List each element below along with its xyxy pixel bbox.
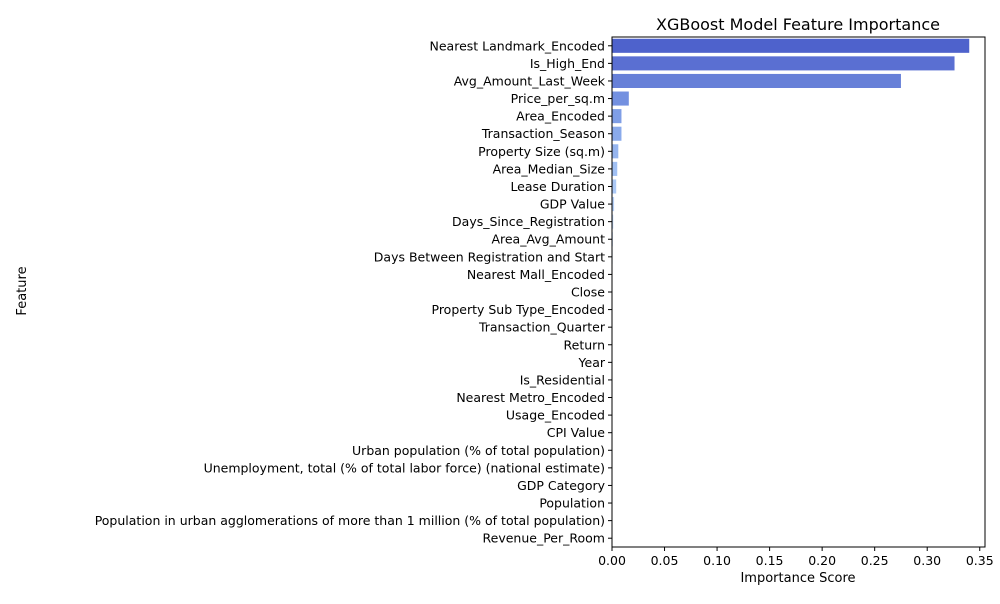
x-tick-label: 0.25: [861, 553, 889, 568]
bar: [612, 56, 955, 70]
y-tick-label: Days_Since_Registration: [452, 214, 605, 229]
y-tick-layer: Nearest Landmark_Encoded Is_High_End Avg_A…: [95, 38, 612, 545]
y-tick-label: Return: [564, 337, 605, 352]
y-tick-label: Unemployment, total (% of total labor fo…: [204, 460, 605, 475]
bars-layer: [612, 39, 969, 545]
y-tick-label: Population: [539, 496, 605, 511]
axes-spines: [612, 37, 985, 547]
bar: [612, 127, 621, 141]
x-tick-label: 0.00: [598, 553, 626, 568]
y-tick-label: Property Sub Type_Encoded: [432, 302, 606, 317]
y-tick-label: Days Between Registration and Start: [374, 249, 605, 264]
chart-title: XGBoost Model Feature Importance: [656, 15, 940, 34]
y-tick-label: Usage_Encoded: [506, 408, 605, 423]
y-tick-label: Area_Avg_Amount: [491, 232, 605, 247]
bar: [612, 109, 621, 123]
x-tick-label: 0.05: [651, 553, 679, 568]
bar: [612, 144, 618, 158]
y-tick-label: Is_Residential: [520, 372, 605, 387]
y-tick-label: Avg_Amount_Last_Week: [454, 73, 606, 88]
x-axis-label: Importance Score: [740, 571, 855, 586]
y-tick-label: Area_Encoded: [516, 109, 605, 124]
x-tick-layer: 0.00 0.05 0.10 0.15 0.20 0.25 0.30 0.35: [598, 547, 994, 568]
bar: [612, 74, 901, 88]
y-tick-label: Lease Duration: [510, 179, 605, 194]
y-tick-label: Is_High_End: [530, 56, 605, 71]
y-tick-label: Year: [578, 355, 606, 370]
y-tick-label: Population in urban agglomerations of mo…: [95, 513, 605, 528]
y-tick-label: CPI Value: [547, 425, 606, 440]
y-tick-label: Nearest Metro_Encoded: [456, 390, 605, 405]
y-axis-label: Feature: [15, 266, 30, 315]
x-tick-label: 0.10: [703, 553, 731, 568]
y-tick-label: Transaction_Quarter: [478, 320, 606, 335]
y-tick-label: Close: [571, 285, 605, 300]
x-tick-label: 0.35: [966, 553, 994, 568]
y-tick-label: GDP Value: [540, 197, 605, 212]
y-tick-label: Transaction_Season: [481, 126, 605, 141]
plot-frame: [612, 37, 985, 547]
bar: [612, 92, 629, 106]
bar: [612, 39, 969, 53]
x-tick-label: 0.15: [756, 553, 784, 568]
bar: [612, 162, 617, 176]
y-tick-label: Nearest Mall_Encoded: [467, 267, 605, 282]
y-tick-label: Property Size (sq.m): [478, 144, 605, 159]
x-tick-label: 0.30: [913, 553, 941, 568]
y-tick-label: Area_Median_Size: [493, 161, 606, 176]
y-tick-label: Nearest Landmark_Encoded: [430, 38, 606, 53]
y-tick-label: GDP Category: [517, 478, 606, 493]
x-tick-label: 0.20: [808, 553, 836, 568]
bar: [612, 179, 616, 193]
y-tick-label: Urban population (% of total population): [352, 443, 605, 458]
y-tick-label: Price_per_sq.m: [511, 91, 605, 106]
y-tick-label: Revenue_Per_Room: [483, 531, 605, 546]
